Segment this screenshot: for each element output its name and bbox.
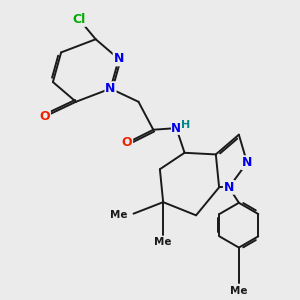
Text: O: O xyxy=(122,136,132,149)
Text: N: N xyxy=(113,52,124,65)
Text: Me: Me xyxy=(230,286,247,296)
Text: Me: Me xyxy=(154,237,172,247)
Text: Cl: Cl xyxy=(73,13,86,26)
Text: N: N xyxy=(105,82,116,95)
Text: N: N xyxy=(224,181,234,194)
Text: N: N xyxy=(242,156,252,169)
Text: O: O xyxy=(39,110,50,123)
Text: N: N xyxy=(171,122,181,135)
Text: Me: Me xyxy=(110,210,128,220)
Text: H: H xyxy=(181,120,190,130)
